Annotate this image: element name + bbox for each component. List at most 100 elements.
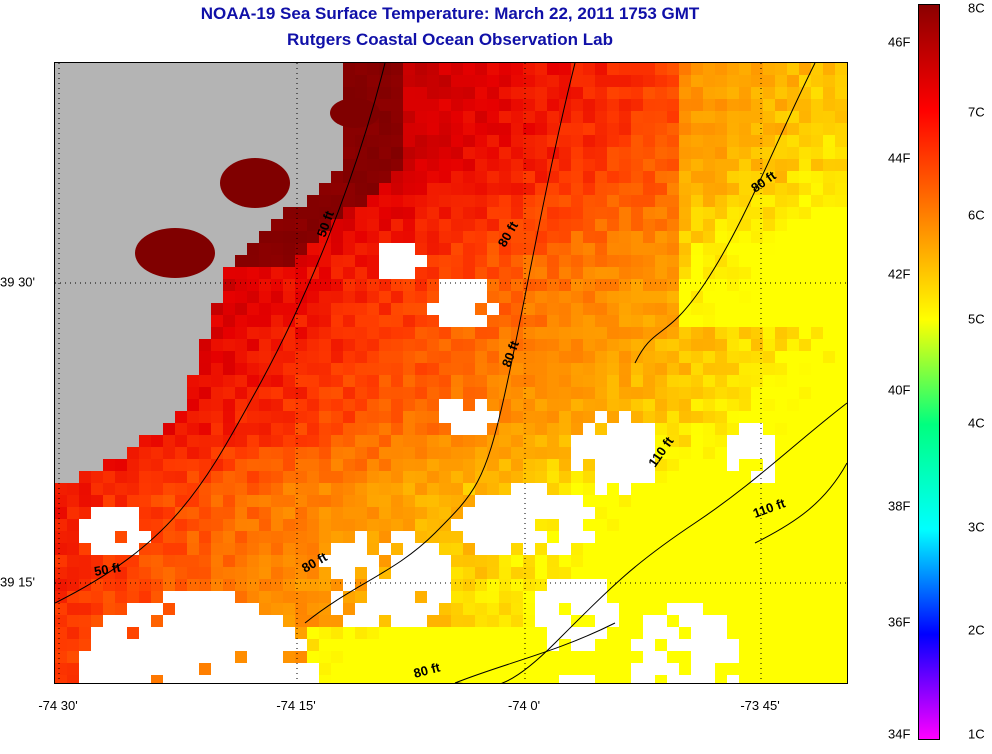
sst-cell [343, 423, 355, 435]
sst-cell [691, 207, 703, 219]
sst-cell [139, 183, 151, 195]
sst-cell [691, 627, 703, 639]
sst-cell [655, 519, 667, 531]
sst-cell [295, 75, 307, 87]
sst-cell [787, 339, 799, 351]
sst-cell [643, 423, 655, 435]
sst-cell [403, 63, 415, 75]
sst-cell [355, 63, 367, 75]
sst-cell [775, 423, 787, 435]
sst-cell [175, 531, 187, 543]
sst-cell [451, 255, 463, 267]
sst-cell [115, 411, 127, 423]
sst-cell [751, 387, 763, 399]
sst-cell [115, 567, 127, 579]
sst-cell [247, 327, 259, 339]
sst-cell [751, 87, 763, 99]
sst-cell [127, 447, 139, 459]
sst-cell [451, 495, 463, 507]
sst-cell [811, 531, 823, 543]
sst-cell [295, 99, 307, 111]
sst-cell [799, 459, 811, 471]
sst-cell [403, 159, 415, 171]
sst-cell [367, 603, 379, 615]
sst-cell [187, 123, 199, 135]
sst-cell [427, 387, 439, 399]
sst-cell [307, 63, 319, 75]
sst-cell [487, 387, 499, 399]
sst-cell [751, 423, 763, 435]
sst-cell [703, 663, 715, 675]
sst-cell [55, 207, 67, 219]
sst-cell [451, 603, 463, 615]
sst-cell [463, 567, 475, 579]
sst-cell [211, 351, 223, 363]
sst-cell [403, 135, 415, 147]
sst-cell [535, 159, 547, 171]
sst-cell [235, 411, 247, 423]
sst-cell [223, 567, 235, 579]
sst-cell [235, 207, 247, 219]
sst-cell [271, 423, 283, 435]
sst-cell [343, 471, 355, 483]
sst-cell [595, 471, 607, 483]
sst-cell [703, 591, 715, 603]
sst-cell [91, 279, 103, 291]
sst-cell [79, 291, 91, 303]
sst-cell [571, 363, 583, 375]
sst-cell [139, 639, 151, 651]
y-tick-label: 39 15' [0, 574, 36, 590]
sst-cell [91, 363, 103, 375]
sst-cell [79, 111, 91, 123]
sst-cell [499, 135, 511, 147]
sst-cell [775, 447, 787, 459]
sst-cell [763, 183, 775, 195]
sst-cell [763, 447, 775, 459]
sst-cell [523, 171, 535, 183]
sst-map[interactable]: 50 ft 80 ft 80 ft 80 ft 80 ft 80 ft 110 ft 110 … [54, 62, 848, 684]
sst-cell [283, 435, 295, 447]
sst-cell [547, 675, 559, 683]
sst-cell [55, 639, 67, 651]
sst-cell [835, 183, 847, 195]
sst-cell [55, 675, 67, 683]
sst-cell [91, 183, 103, 195]
sst-cell [343, 507, 355, 519]
sst-cell [187, 483, 199, 495]
sst-cell [823, 75, 835, 87]
sst-cell [343, 75, 355, 87]
sst-cell [523, 99, 535, 111]
depth-contour [754, 462, 847, 544]
sst-cell [283, 339, 295, 351]
sst-cell [547, 147, 559, 159]
sst-cell [283, 483, 295, 495]
sst-cell [211, 315, 223, 327]
sst-cell [223, 207, 235, 219]
sst-cell [631, 111, 643, 123]
sst-cell [535, 111, 547, 123]
sst-cell [487, 579, 499, 591]
sst-cell [523, 135, 535, 147]
sst-cell [451, 183, 463, 195]
sst-cell [655, 279, 667, 291]
sst-cell [427, 75, 439, 87]
sst-cell [715, 435, 727, 447]
sst-cell [415, 543, 427, 555]
sst-cell [595, 651, 607, 663]
sst-cell [559, 555, 571, 567]
sst-cell [187, 171, 199, 183]
temperature-colorbar [918, 4, 940, 740]
sst-cell [643, 375, 655, 387]
sst-cell [667, 219, 679, 231]
sst-cell [643, 243, 655, 255]
sst-cell [319, 447, 331, 459]
sst-cell [211, 543, 223, 555]
sst-cell [667, 651, 679, 663]
sst-cell [811, 99, 823, 111]
sst-cell [715, 423, 727, 435]
sst-cell [595, 675, 607, 683]
sst-cell [355, 459, 367, 471]
sst-cell [763, 123, 775, 135]
sst-cell [127, 147, 139, 159]
sst-cell [451, 567, 463, 579]
